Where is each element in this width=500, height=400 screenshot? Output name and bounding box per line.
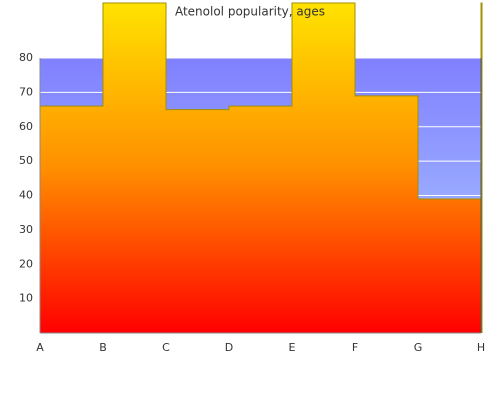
- y-tick-label: 60: [19, 120, 33, 133]
- chart-title: Atenolol popularity, ages: [175, 5, 325, 19]
- step-area-segment: [418, 198, 482, 333]
- x-tick-label: F: [352, 341, 358, 354]
- y-tick-label: 20: [19, 257, 33, 270]
- x-tick-label: C: [162, 341, 170, 354]
- plot-area: [39, 2, 483, 334]
- x-tick-label: D: [225, 341, 233, 354]
- step-area-segment: [292, 3, 356, 333]
- y-tick-label: 10: [19, 292, 33, 305]
- x-tick-label: H: [477, 341, 485, 354]
- step-area-segment: [103, 3, 167, 333]
- step-area-segment: [355, 95, 419, 333]
- y-tick-label: 30: [19, 223, 33, 236]
- x-tick-label: A: [36, 341, 44, 354]
- y-tick-label: 80: [19, 51, 33, 64]
- y-tick-label: 40: [19, 189, 33, 202]
- y-tick-label: 50: [19, 154, 33, 167]
- step-area-segment: [40, 106, 104, 333]
- step-area-segment: [166, 109, 230, 333]
- y-tick-label: 70: [19, 85, 33, 98]
- step-area-segment: [229, 106, 293, 333]
- x-tick-label: B: [99, 341, 107, 354]
- x-tick-label: G: [414, 341, 423, 354]
- x-tick-label: E: [289, 341, 296, 354]
